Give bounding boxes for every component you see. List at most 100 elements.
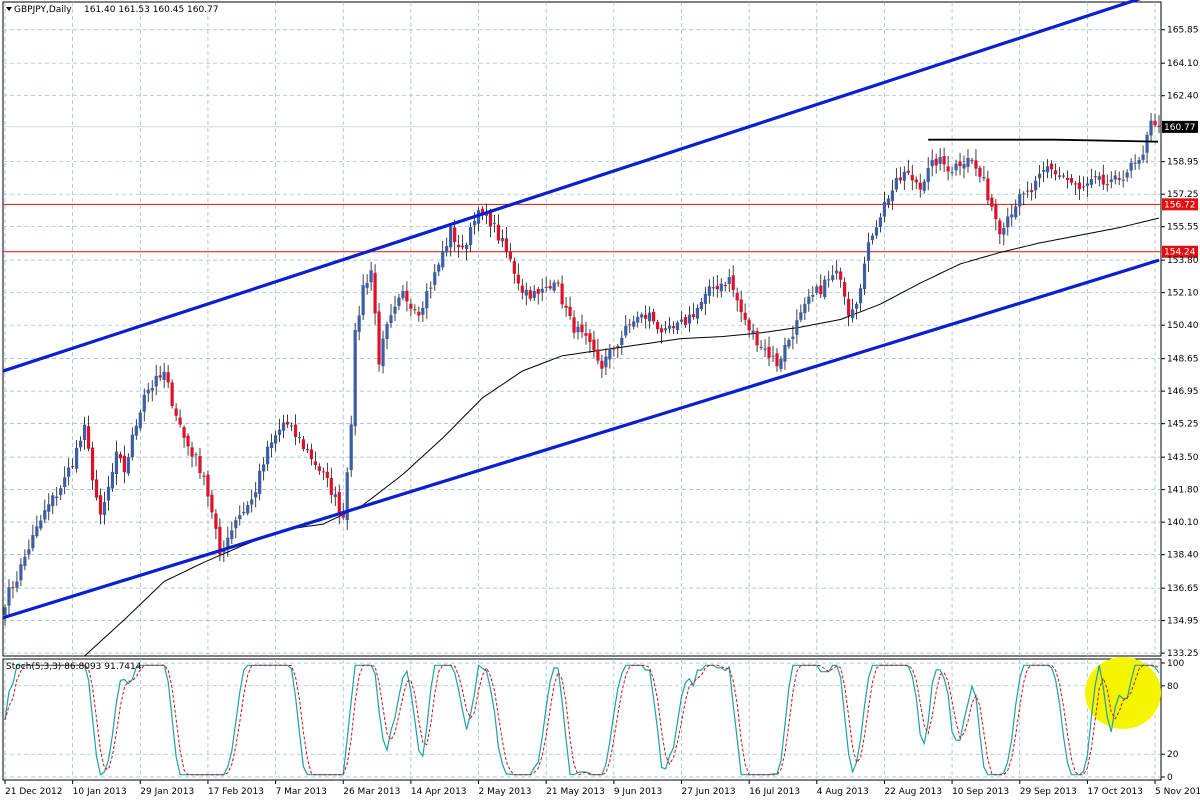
candle-body: [759, 346, 763, 348]
candle-body: [616, 345, 620, 348]
candle: [218, 518, 222, 562]
candle-body: [648, 312, 652, 322]
candle: [445, 237, 449, 257]
candle: [874, 220, 879, 239]
candle: [675, 320, 680, 334]
candle: [130, 427, 134, 461]
candle: [902, 166, 906, 190]
candle-body: [39, 520, 43, 529]
candle: [337, 484, 341, 525]
candle-body: [1149, 120, 1153, 136]
candle: [1129, 158, 1133, 179]
candle-body: [1053, 170, 1058, 175]
current-price-tag: [1162, 120, 1198, 133]
price-tick-label: 134.95: [1167, 617, 1199, 627]
candle: [870, 233, 875, 245]
candle-body: [118, 454, 122, 459]
candle-body: [210, 494, 214, 513]
candle: [1026, 181, 1030, 198]
candle: [488, 208, 493, 238]
candle-body: [966, 158, 970, 167]
candle-body: [488, 212, 493, 227]
candle: [1137, 156, 1141, 170]
candle: [7, 579, 11, 615]
candle-body: [158, 375, 162, 378]
candle-body: [377, 311, 381, 365]
candle: [3, 604, 7, 626]
candle-body: [1085, 183, 1089, 186]
candle: [894, 168, 898, 193]
candle: [819, 274, 823, 299]
date-tick-label: 7 Mar 2013: [276, 787, 327, 797]
candle: [1081, 176, 1085, 191]
candle: [1149, 113, 1153, 143]
price-tick-label: 146.95: [1167, 387, 1199, 397]
symbol-label: GBPJPY,Daily: [14, 5, 72, 15]
candle: [588, 329, 592, 354]
candle-body: [11, 587, 15, 589]
date-tick-label: 9 Jun 2013: [614, 787, 662, 797]
candle-body: [775, 353, 779, 367]
price-tick-label: 153.80: [1167, 256, 1199, 266]
candle-body: [679, 319, 684, 322]
candle: [285, 414, 290, 428]
candle-body: [1057, 175, 1062, 177]
candle-body: [580, 324, 584, 333]
candle: [266, 440, 270, 471]
candle: [349, 415, 353, 478]
candle: [1101, 164, 1105, 190]
candle-body: [1026, 190, 1030, 192]
candle: [946, 155, 950, 181]
date-axis: 21 Dec 2012 10 Jan 2013 29 Jan 2013 17 Feb …: [4, 780, 1200, 797]
candle: [421, 301, 425, 322]
candle-body: [19, 564, 23, 581]
price-tick-label: 136.65: [1167, 584, 1199, 594]
dropdown-triangle-icon[interactable]: [6, 7, 12, 11]
candle-body: [1038, 173, 1042, 179]
candle: [795, 309, 799, 344]
candle: [978, 165, 982, 183]
candle-body: [238, 515, 242, 520]
candle: [1093, 170, 1097, 184]
candle: [293, 414, 298, 446]
candle: [1073, 180, 1078, 196]
candle: [146, 382, 150, 403]
candle: [632, 315, 636, 330]
candle-body: [886, 198, 891, 205]
candle: [321, 467, 325, 481]
level-price-tag: [1162, 198, 1198, 211]
candle-body: [1145, 134, 1149, 153]
candle-body: [393, 306, 397, 314]
candle-body: [1117, 178, 1121, 180]
candle-body: [1002, 228, 1006, 235]
candle: [281, 414, 286, 439]
candle: [1034, 175, 1038, 199]
candle: [90, 441, 95, 490]
candle-body: [31, 535, 35, 549]
stoch-level-label: 20: [1167, 750, 1179, 760]
candle: [584, 321, 588, 345]
candle-body: [592, 339, 596, 351]
date-tick-label: 26 Mar 2013: [343, 787, 400, 797]
candle: [751, 323, 755, 340]
candle-body: [504, 238, 508, 252]
candle-body: [453, 227, 457, 243]
candle-body: [445, 245, 449, 253]
candle: [1053, 163, 1058, 181]
candle-body: [747, 319, 751, 331]
candle: [158, 365, 162, 382]
candle: [389, 303, 393, 328]
candle-body: [258, 470, 262, 494]
candle: [154, 364, 158, 396]
candle-body: [1141, 154, 1145, 160]
candle-body: [608, 348, 612, 360]
price-tick-label: 165.85: [1167, 26, 1199, 36]
candle: [385, 321, 389, 350]
candle: [425, 283, 429, 319]
candle-body: [71, 466, 75, 468]
candle: [393, 295, 397, 322]
candle: [23, 549, 27, 571]
candle: [166, 365, 170, 389]
candle-body: [970, 159, 974, 161]
candle: [496, 214, 501, 244]
